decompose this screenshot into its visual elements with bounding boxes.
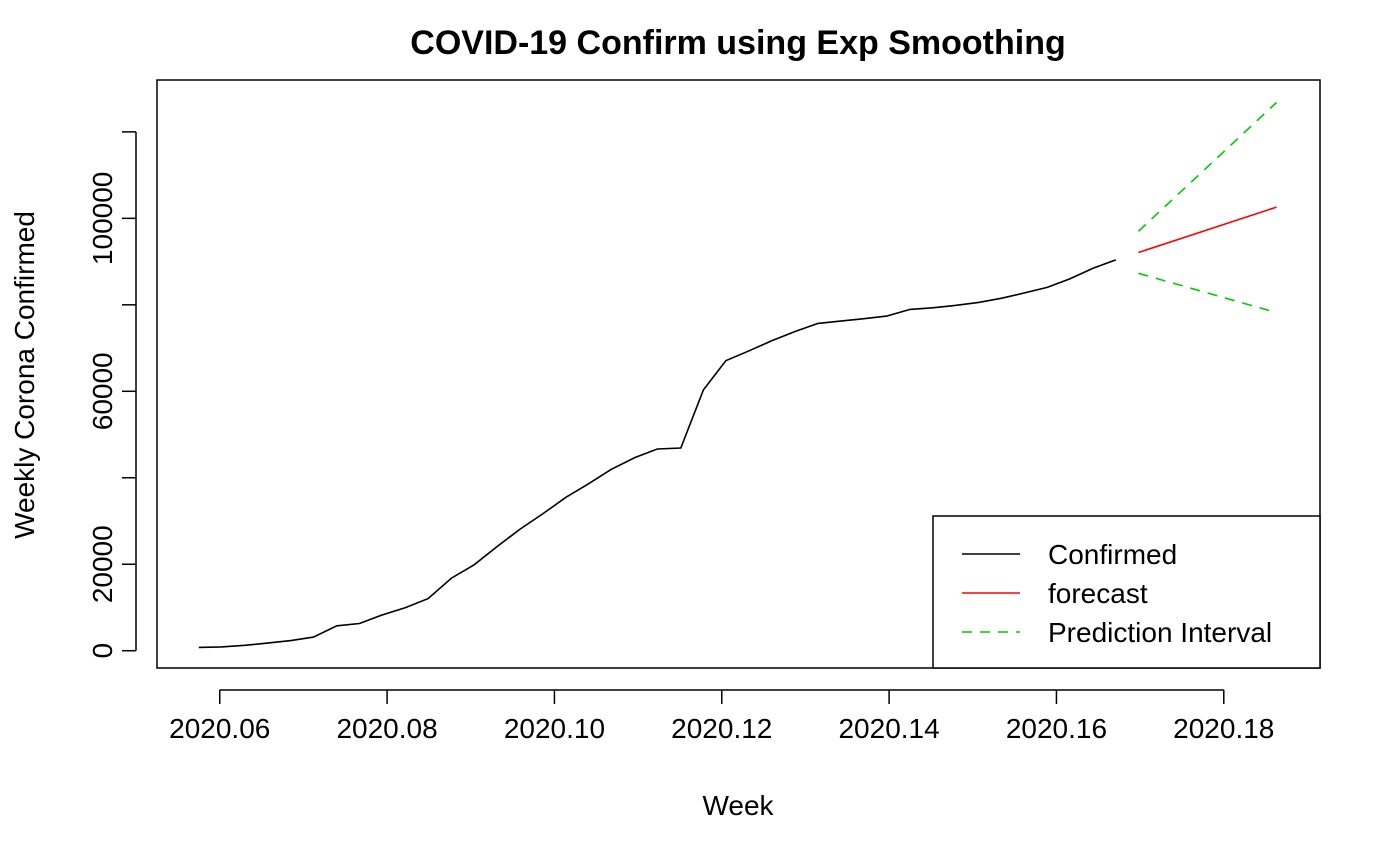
y-tick-label: 60000 [87,352,118,430]
series-line-confirmed [198,259,1117,649]
legend-label-confirmed: Confirmed [1048,539,1177,570]
series-line-prediction-interval [1137,101,1278,232]
x-tick-label: 2020.12 [671,713,772,744]
plot-box [156,79,1321,669]
x-tick-label: 2020.14 [838,713,939,744]
legend: Confirmed forecast Prediction Interval [932,515,1321,669]
y-axis-label: Weekly Corona Confirmed [9,211,40,539]
y-tick-label: 20000 [87,525,118,603]
legend-box [932,515,1321,669]
series-layer [198,101,1278,649]
y-tick-label: 100000 [87,172,118,265]
x-tick-label: 2020.08 [336,713,437,744]
x-axis-label: Week [702,790,774,821]
series-line-forecast [1138,206,1277,254]
y-tick-label: 0 [87,643,118,659]
chart-title: COVID-19 Confirm using Exp Smoothing [410,24,1065,62]
x-axis: 2020.06 2020.08 2020.10 2020.12 2020.14 2020.… [169,689,1274,744]
legend-label-prediction-interval: Prediction Interval [1048,617,1272,648]
x-tick-label: 2020.16 [1006,713,1107,744]
x-tick-label: 2020.06 [169,713,270,744]
x-tick-label: 2020.10 [504,713,605,744]
y-axis: 0 20000 60000 100000 [87,131,137,659]
x-tick-label: 2020.18 [1173,713,1274,744]
legend-label-forecast: forecast [1048,578,1148,609]
series-line-prediction-interval-lower [1138,272,1277,314]
